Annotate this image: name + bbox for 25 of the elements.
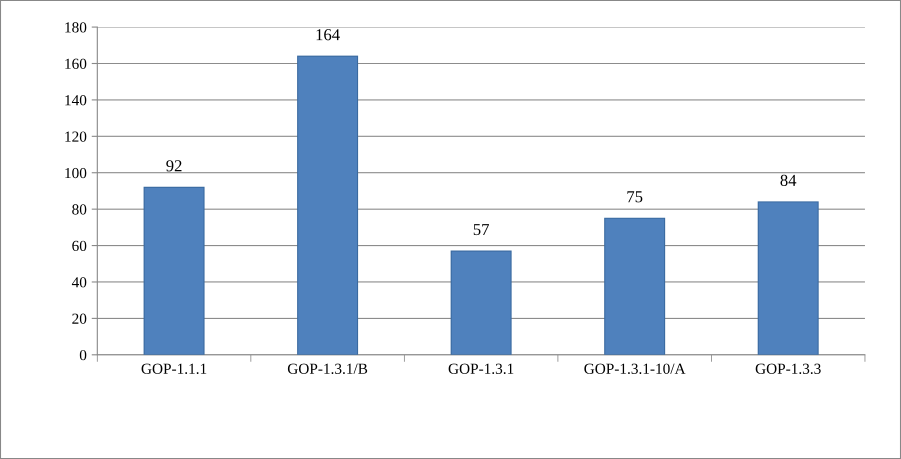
data-label: 57 xyxy=(474,224,489,236)
y-tick-label: 180 xyxy=(65,22,86,33)
x-tick-label: GOP-1.3.1-10/A xyxy=(584,364,686,374)
y-tick-label: 160 xyxy=(65,58,86,69)
x-tick-label: GOP-1.3.1 xyxy=(448,364,514,374)
y-tick-label: 140 xyxy=(65,95,86,106)
bar xyxy=(297,56,358,355)
y-tick-label: 40 xyxy=(72,277,86,288)
data-label: 84 xyxy=(780,174,796,186)
y-tick-label: 100 xyxy=(65,168,86,178)
y-tick-label: 120 xyxy=(65,131,86,142)
bar xyxy=(144,186,205,355)
data-label: 92 xyxy=(166,160,182,172)
bar xyxy=(758,201,819,355)
y-tick-label: 20 xyxy=(72,314,86,324)
bar xyxy=(450,250,512,355)
data-label: 164 xyxy=(316,29,340,40)
y-tick-label: 60 xyxy=(72,240,86,252)
y-tick-label: 80 xyxy=(72,204,86,215)
y-tick-label: 0 xyxy=(80,350,86,360)
data-label: 75 xyxy=(627,191,642,202)
x-tick-label: GOP-1.1.1 xyxy=(142,364,206,374)
x-tick-label: GOP-1.3.1/B xyxy=(288,364,368,374)
bar xyxy=(604,218,666,355)
x-tick-label: GOP-1.3.3 xyxy=(756,364,821,374)
